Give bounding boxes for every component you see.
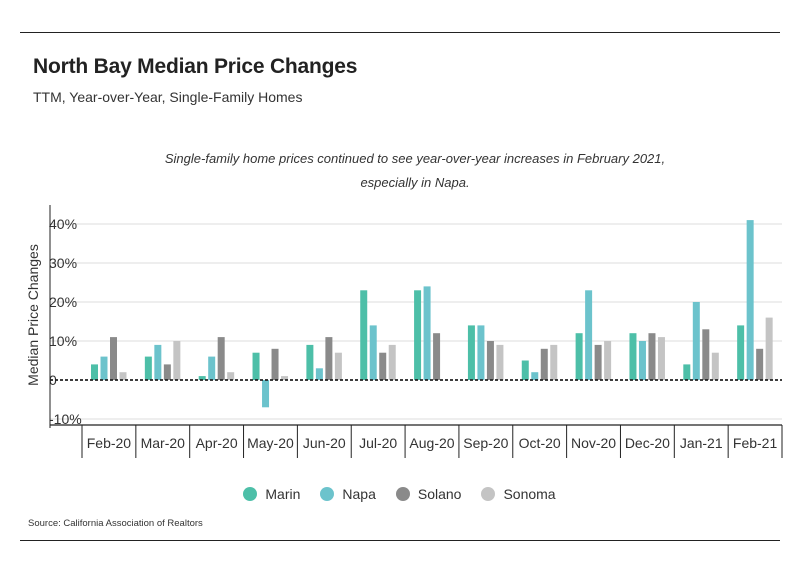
x-tick-label: Oct-20 xyxy=(519,435,561,451)
bar-marin xyxy=(91,364,98,380)
legend-swatch xyxy=(243,487,258,502)
bar-solano xyxy=(110,337,117,380)
bar-napa xyxy=(154,344,162,380)
source-note: Source: California Association of Realto… xyxy=(28,518,203,529)
chart-title: North Bay Median Price Changes xyxy=(33,55,358,78)
bar-napa xyxy=(477,325,485,380)
bar-sonoma xyxy=(227,372,235,380)
top-rule xyxy=(20,32,780,33)
x-tick-label: Feb-21 xyxy=(733,435,778,451)
bar-marin xyxy=(252,352,260,380)
bar-napa xyxy=(746,220,754,380)
bar-marin xyxy=(521,360,529,380)
bar-marin xyxy=(198,376,206,380)
chart-subtitle: TTM, Year-over-Year, Single-Family Homes xyxy=(33,89,303,105)
bar-sonoma xyxy=(550,344,558,380)
legend-item-sonoma: Sonoma xyxy=(481,486,556,503)
bar-solano xyxy=(702,329,710,380)
bar-marin xyxy=(144,356,152,380)
bar-sonoma xyxy=(496,344,504,380)
bar-solano xyxy=(540,348,548,380)
bar-solano xyxy=(648,333,656,380)
bar-marin xyxy=(306,344,314,380)
bar-sonoma xyxy=(765,317,773,380)
bar-napa xyxy=(423,286,431,380)
bar-sonoma xyxy=(334,352,342,380)
bar-marin xyxy=(360,290,368,380)
x-tick-label: Sep-20 xyxy=(463,435,508,451)
bar-napa xyxy=(315,368,323,380)
bar-napa xyxy=(531,372,539,380)
bar-solano xyxy=(217,337,225,380)
bar-solano xyxy=(271,348,279,380)
x-tick-label: Mar-20 xyxy=(141,435,186,451)
bar-napa xyxy=(585,290,593,380)
x-tick-label: Jan-21 xyxy=(680,435,723,451)
legend-swatch xyxy=(320,487,335,502)
bar-sonoma xyxy=(281,376,289,380)
bar-napa xyxy=(262,380,270,408)
bar-sonoma xyxy=(173,341,181,380)
bar-napa xyxy=(369,325,377,380)
y-tick-label: 40% xyxy=(49,216,77,232)
y-tick-label: -10% xyxy=(49,411,82,427)
bar-sonoma xyxy=(657,337,665,380)
bar-napa xyxy=(100,356,108,380)
bottom-rule xyxy=(20,540,780,541)
x-tick-label: Jun-20 xyxy=(303,435,346,451)
legend-item-marin: Marin xyxy=(243,486,300,502)
legend-item-solano: Solano xyxy=(395,486,462,503)
y-tick-label: 30% xyxy=(49,255,77,271)
bar-marin xyxy=(683,364,691,380)
y-tick-label: 20% xyxy=(49,294,77,310)
bar-marin xyxy=(575,333,583,380)
x-tick-label: Apr-20 xyxy=(196,435,238,451)
bar-solano xyxy=(594,344,602,380)
legend-label: Sonoma xyxy=(503,486,556,503)
legend-label: Napa xyxy=(342,486,376,503)
x-tick-label: Nov-20 xyxy=(571,435,616,451)
bar-napa xyxy=(692,302,700,380)
y-tick-label: 10% xyxy=(49,333,77,349)
x-tick-label: May-20 xyxy=(247,435,294,451)
legend-swatch xyxy=(481,487,496,502)
legend-label: Solano xyxy=(417,486,462,503)
bar-marin xyxy=(737,325,745,380)
bar-sonoma xyxy=(119,372,127,380)
annotation-line-1: Single-family home prices continued to s… xyxy=(164,151,666,166)
bar-solano xyxy=(325,337,333,380)
bar-sonoma xyxy=(604,341,612,380)
bar-sonoma xyxy=(388,344,396,380)
chart-legend: Marin Napa Solano Sonoma xyxy=(0,485,799,502)
bar-solano xyxy=(163,364,171,380)
x-tick-label: Dec-20 xyxy=(625,435,670,451)
legend-label: Marin xyxy=(265,486,301,503)
bar-solano xyxy=(486,341,494,380)
bar-napa xyxy=(208,356,216,380)
chart-annotation: Single-family home prices continued to s… xyxy=(150,147,680,195)
bar-solano xyxy=(756,348,764,380)
legend-item-napa: Napa xyxy=(320,486,376,503)
y-axis-label: Median Price Changes xyxy=(25,244,41,386)
annotation-line-2: especially in Napa. xyxy=(360,175,470,190)
bar-marin xyxy=(629,333,637,380)
x-tick-label: Jul-20 xyxy=(359,435,397,451)
bar-marin xyxy=(414,290,422,380)
bar-solano xyxy=(379,352,387,380)
bar-marin xyxy=(467,325,475,380)
x-tick-label: Aug-20 xyxy=(409,435,454,451)
x-tick-label: Feb-20 xyxy=(87,435,132,451)
bar-sonoma xyxy=(711,352,719,380)
legend-swatch xyxy=(395,487,410,502)
bar-napa xyxy=(638,341,646,380)
bar-solano xyxy=(433,333,441,380)
